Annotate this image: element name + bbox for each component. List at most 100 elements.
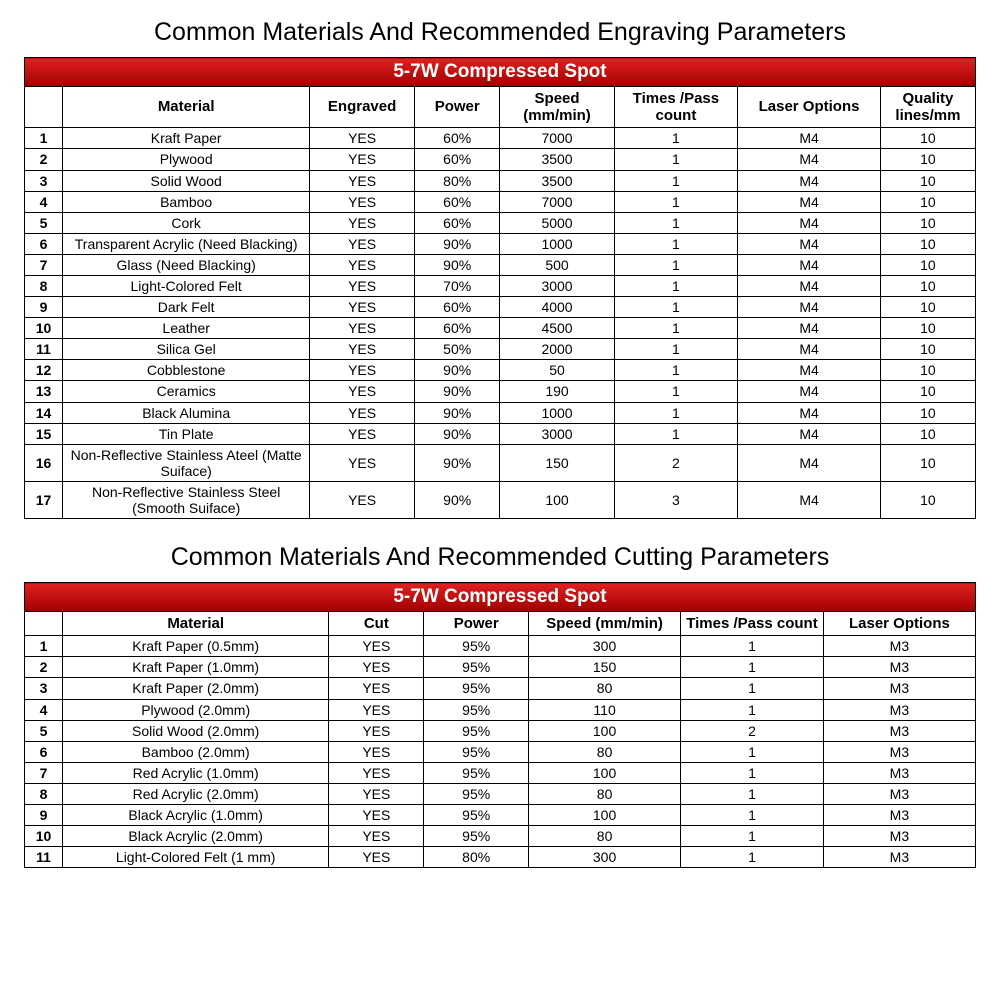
table-cell: YES	[329, 847, 424, 868]
table-cell: 10	[880, 481, 975, 518]
table-row: 1Kraft Paper (0.5mm)YES95%3001M3	[25, 636, 976, 657]
table-row: 1Kraft PaperYES60%70001M410	[25, 128, 976, 149]
cutting-col-header: Times /Pass count	[681, 611, 824, 635]
table-cell: 90%	[414, 360, 500, 381]
table-cell: 7000	[500, 191, 614, 212]
table-cell: YES	[310, 318, 415, 339]
table-cell: Kraft Paper (1.0mm)	[63, 657, 329, 678]
table-cell: Silica Gel	[63, 339, 310, 360]
table-cell: 60%	[414, 297, 500, 318]
table-cell: 10	[880, 128, 975, 149]
table-cell: 12	[25, 360, 63, 381]
table-cell: 110	[529, 699, 681, 720]
table-cell: 1	[681, 657, 824, 678]
table-cell: 90%	[414, 423, 500, 444]
table-cell: 1	[614, 233, 738, 254]
table-cell: 100	[500, 481, 614, 518]
table-cell: YES	[310, 481, 415, 518]
table-row: 4Plywood (2.0mm)YES95%1101M3	[25, 699, 976, 720]
table-cell: Plywood (2.0mm)	[63, 699, 329, 720]
table-cell: 1	[614, 149, 738, 170]
table-cell: 80	[529, 826, 681, 847]
table-row: 3Kraft Paper (2.0mm)YES95%801M3	[25, 678, 976, 699]
table-cell: 10	[880, 212, 975, 233]
table-cell: 1	[614, 360, 738, 381]
table-cell: M3	[823, 678, 975, 699]
table-cell: YES	[310, 402, 415, 423]
table-cell: 1000	[500, 233, 614, 254]
table-cell: 2	[614, 444, 738, 481]
table-cell: 60%	[414, 128, 500, 149]
table-row: 9Black Acrylic (1.0mm)YES95%1001M3	[25, 804, 976, 825]
table-cell: 10	[880, 149, 975, 170]
table-cell: 6	[25, 233, 63, 254]
table-cell: 10	[880, 381, 975, 402]
table-cell: Leather	[63, 318, 310, 339]
table-cell: 80	[529, 783, 681, 804]
table-cell: 90%	[414, 402, 500, 423]
table-cell: 90%	[414, 254, 500, 275]
table-cell: Ceramics	[63, 381, 310, 402]
table-cell: Black Acrylic (1.0mm)	[63, 804, 329, 825]
table-cell: 90%	[414, 381, 500, 402]
table-cell: 3	[25, 678, 63, 699]
table-cell: M3	[823, 720, 975, 741]
table-cell: 3000	[500, 423, 614, 444]
table-cell: 1	[614, 254, 738, 275]
table-cell: Kraft Paper (2.0mm)	[63, 678, 329, 699]
table-cell: M4	[738, 444, 881, 481]
table-cell: 1	[681, 847, 824, 868]
table-row: 17Non-Reflective Stainless Steel (Smooth…	[25, 481, 976, 518]
table-cell: 100	[529, 762, 681, 783]
table-cell: M4	[738, 318, 881, 339]
table-cell: 3000	[500, 276, 614, 297]
table-cell: 1	[614, 402, 738, 423]
table-row: 2Kraft Paper (1.0mm)YES95%1501M3	[25, 657, 976, 678]
table-row: 8Light-Colored FeltYES70%30001M410	[25, 276, 976, 297]
table-row: 15Tin PlateYES90%30001M410	[25, 423, 976, 444]
table-cell: 11	[25, 847, 63, 868]
table-cell: YES	[310, 149, 415, 170]
table-cell: 1	[614, 381, 738, 402]
table-cell: M3	[823, 847, 975, 868]
table-cell: M3	[823, 741, 975, 762]
table-cell: YES	[329, 678, 424, 699]
table-cell: M4	[738, 276, 881, 297]
table-cell: 16	[25, 444, 63, 481]
table-cell: M4	[738, 254, 881, 275]
table-cell: Black Acrylic (2.0mm)	[63, 826, 329, 847]
table-row: 9Dark FeltYES60%40001M410	[25, 297, 976, 318]
table-cell: 1	[614, 128, 738, 149]
table-cell: 9	[25, 804, 63, 825]
table-cell: YES	[329, 762, 424, 783]
table-cell: Transparent Acrylic (Need Blacking)	[63, 233, 310, 254]
engraving-col-header	[25, 86, 63, 128]
table-cell: 60%	[414, 318, 500, 339]
table-cell: 10	[880, 254, 975, 275]
table-cell: M3	[823, 657, 975, 678]
table-cell: Black Alumina	[63, 402, 310, 423]
table-row: 10Black Acrylic (2.0mm)YES95%801M3	[25, 826, 976, 847]
table-row: 5CorkYES60%50001M410	[25, 212, 976, 233]
table-cell: 10	[880, 276, 975, 297]
table-cell: M4	[738, 481, 881, 518]
table-row: 12CobblestoneYES90%501M410	[25, 360, 976, 381]
table-cell: 1	[614, 297, 738, 318]
engraving-col-header: Speed (mm/min)	[500, 86, 614, 128]
table-cell: YES	[310, 444, 415, 481]
table-cell: 150	[500, 444, 614, 481]
table-cell: YES	[310, 381, 415, 402]
cutting-table: 5-7W Compressed SpotMaterialCutPowerSpee…	[24, 582, 976, 868]
table-cell: 1	[25, 636, 63, 657]
table-cell: Cobblestone	[63, 360, 310, 381]
table-cell: YES	[329, 636, 424, 657]
table-cell: 8	[25, 276, 63, 297]
table-cell: 10	[25, 826, 63, 847]
table-cell: 10	[25, 318, 63, 339]
table-cell: 1	[681, 804, 824, 825]
table-cell: 95%	[424, 699, 529, 720]
table-cell: 3	[614, 481, 738, 518]
table-cell: Red Acrylic (1.0mm)	[63, 762, 329, 783]
engraving-col-header: Quality lines/mm	[880, 86, 975, 128]
table-cell: Glass (Need Blacking)	[63, 254, 310, 275]
